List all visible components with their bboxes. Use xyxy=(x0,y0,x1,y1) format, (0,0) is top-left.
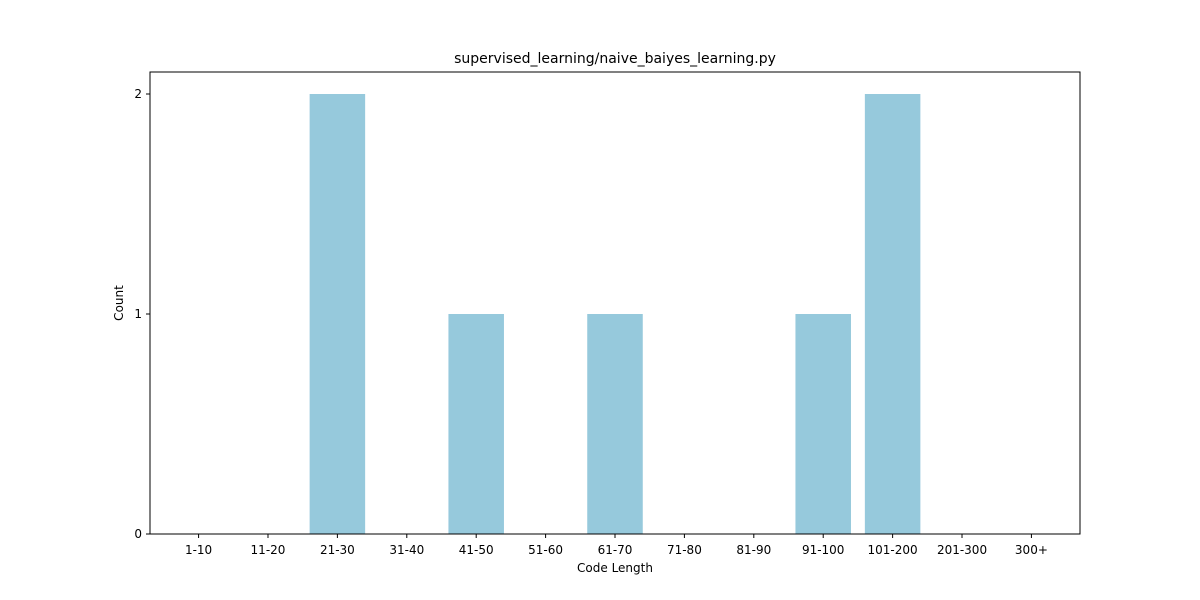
y-axis-ticks: 0 1 2 xyxy=(134,87,150,541)
x-tick-label: 81-90 xyxy=(736,543,771,557)
x-tick-label: 71-80 xyxy=(667,543,702,557)
x-tick-label: 61-70 xyxy=(598,543,633,557)
bar-101-200 xyxy=(864,94,921,534)
y-tick-label: 1 xyxy=(134,307,142,321)
bar-21-30 xyxy=(309,94,366,534)
bar-41-50 xyxy=(448,314,504,534)
bar-61-70 xyxy=(587,314,643,534)
x-tick-label: 11-20 xyxy=(251,543,286,557)
y-axis-label: Count xyxy=(112,285,126,321)
bar-91-100 xyxy=(795,314,851,534)
x-tick-label: 91-100 xyxy=(802,543,845,557)
chart-title: supervised_learning/naive_baiyes_learnin… xyxy=(454,51,776,67)
x-tick-label: 101-200 xyxy=(868,543,918,557)
y-tick-label: 0 xyxy=(134,527,142,541)
x-axis-label: Code Length xyxy=(577,561,653,575)
x-axis-ticks: 1-10 11-20 21-30 31-40 41-50 51-60 61-70 71-80 8… xyxy=(185,534,1048,557)
x-tick-label: 21-30 xyxy=(320,543,355,557)
bars-group xyxy=(309,94,921,534)
x-tick-label: 300+ xyxy=(1015,543,1048,557)
x-tick-label: 201-300 xyxy=(937,543,987,557)
x-tick-label: 1-10 xyxy=(185,543,212,557)
x-tick-label: 41-50 xyxy=(459,543,494,557)
y-tick-label: 2 xyxy=(134,87,142,101)
x-tick-label: 31-40 xyxy=(389,543,424,557)
x-tick-label: 51-60 xyxy=(528,543,563,557)
